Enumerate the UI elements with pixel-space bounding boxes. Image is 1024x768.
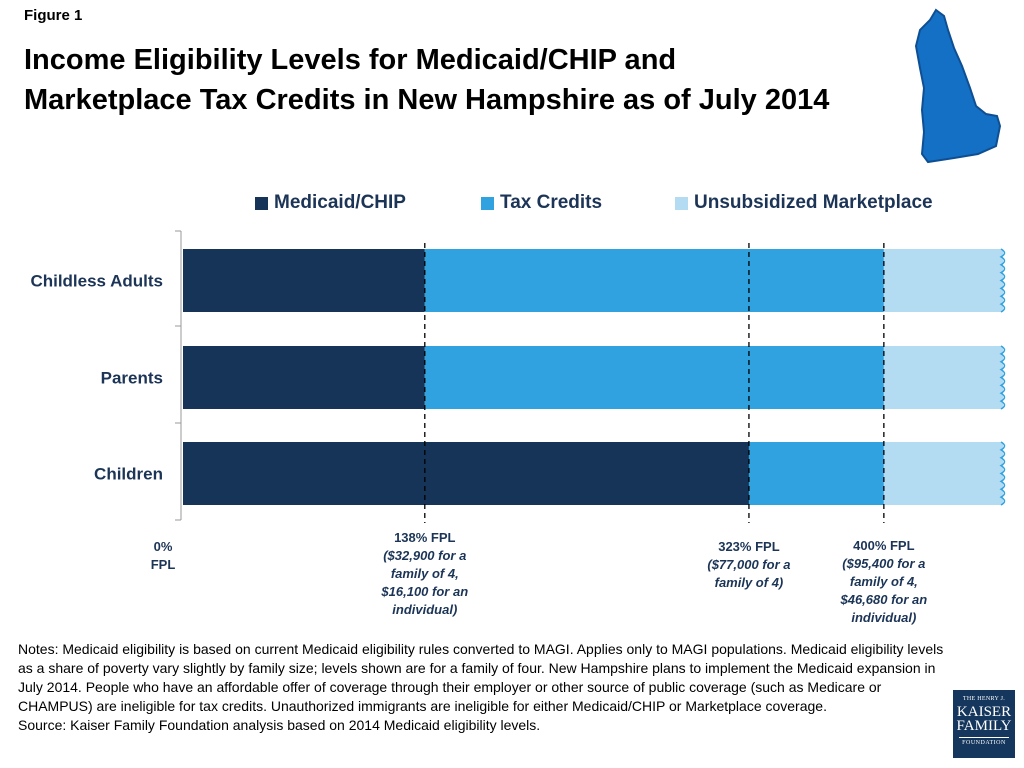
fpl-label: 400% FPL ($95,400 for a family of 4, $46,68… — [824, 537, 944, 627]
fpl-label: 0% FPL — [103, 538, 223, 574]
fpl-label-detail: $46,680 for an — [840, 592, 928, 607]
bar-segment — [883, 442, 1003, 505]
notes-text: Notes: Medicaid eligibility is based on … — [18, 641, 944, 714]
logo-line-4: FOUNDATION — [959, 737, 1009, 746]
figure-label: Figure 1 — [24, 7, 83, 24]
fpl-label-detail: family of 4, — [390, 566, 459, 581]
fpl-label-detail: $16,100 for an — [381, 584, 469, 599]
bar-wavy-edge — [999, 345, 1006, 410]
legend-swatch — [481, 196, 494, 210]
legend-label: Unsubsidized Marketplace — [694, 192, 933, 213]
legend-item: Tax Credits — [481, 192, 602, 214]
fpl-label-detail: individual) — [392, 602, 458, 617]
fpl-label-main: 0% — [153, 539, 173, 554]
category-label: Children — [94, 465, 163, 484]
bar-segment — [883, 346, 1003, 409]
legend-label: Medicaid/CHIP — [274, 192, 406, 213]
legend-swatch — [255, 196, 268, 210]
bar-segment — [183, 442, 749, 505]
fpl-label-detail: family of 4, — [849, 574, 918, 589]
bar-segment — [748, 442, 884, 505]
fpl-label-detail: FPL — [150, 557, 176, 572]
source-text: Source: Kaiser Family Foundation analysi… — [18, 717, 541, 733]
bar-segment — [883, 249, 1003, 312]
fpl-label: 323% FPL ($77,000 for a family of 4) — [689, 538, 809, 592]
logo-line-3: FAMILY — [956, 718, 1012, 734]
bar-wavy-edge — [999, 441, 1006, 506]
fpl-label-main: 323% FPL — [718, 539, 780, 554]
logo-line-1: THE HENRY J. — [962, 696, 1006, 702]
chart-notes: Notes: Medicaid eligibility is based on … — [18, 640, 948, 735]
category-label: Childless Adults — [30, 272, 163, 291]
bar-segment — [183, 346, 425, 409]
legend-item: Medicaid/CHIP — [255, 192, 406, 214]
chart-legend: Medicaid/CHIP Tax Credits Unsubsidized Mar… — [0, 192, 1024, 220]
chart-title-line-1: Income Eligibility Levels for Medicaid/C… — [24, 44, 677, 76]
fpl-label: 138% FPL ($32,900 for a family of 4, $16,10… — [365, 529, 485, 619]
fpl-label-detail: individual) — [851, 610, 917, 625]
legend-item: Unsubsidized Marketplace — [675, 192, 933, 214]
state-outline — [914, 8, 1002, 164]
eligibility-bar-chart: Childless Adults Parents Children — [30, 230, 1006, 523]
fpl-label-detail: family of 4) — [714, 575, 784, 590]
fpl-label-main: 400% FPL — [853, 538, 915, 553]
bar-segment — [424, 249, 884, 312]
bar-segment — [183, 249, 425, 312]
category-label: Parents — [101, 369, 163, 388]
kff-logo: THE HENRY J. KAISER FAMILY FOUNDATION — [953, 690, 1015, 758]
fpl-label-detail: ($32,900 for a — [383, 548, 467, 563]
fpl-label-detail: ($95,400 for a — [842, 556, 926, 571]
new-hampshire-map-icon — [914, 8, 1002, 164]
legend-label: Tax Credits — [500, 192, 603, 213]
logo-line-2: KAISER — [956, 704, 1012, 720]
bar-wavy-edge — [999, 248, 1006, 313]
chart-title-line-2: Marketplace Tax Credits in New Hampshire… — [24, 84, 830, 116]
legend-swatch — [675, 196, 688, 210]
bar-segment — [424, 346, 884, 409]
chart-title: Income Eligibility Levels for Medicaid/C… — [24, 40, 904, 120]
fpl-label-main: 138% FPL — [394, 530, 456, 545]
fpl-label-detail: ($77,000 for a — [707, 557, 791, 572]
